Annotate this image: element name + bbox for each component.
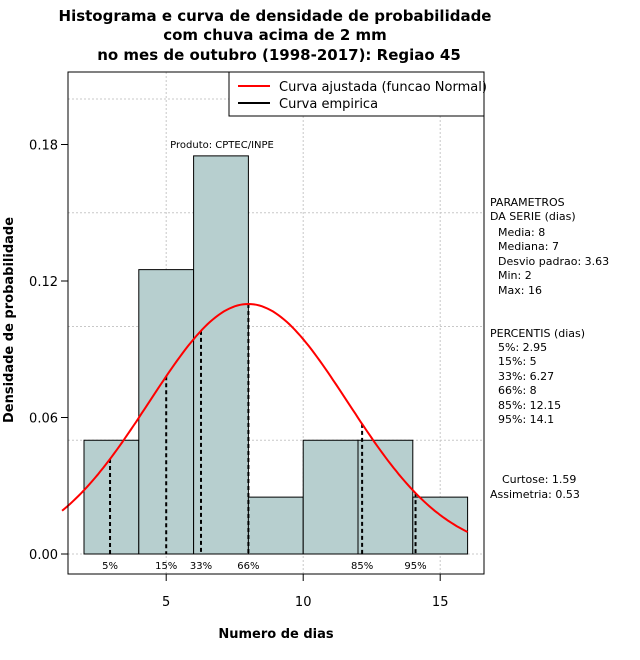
percentile-label: 66% (237, 561, 259, 572)
chart-title-line-3: no mes de outubro (1998-2017): Regiao 45 (97, 46, 461, 64)
percentile-label: 33% (190, 561, 212, 572)
x-tick-label: 10 (295, 595, 312, 610)
histogram-bar (412, 496, 469, 555)
percentile-label: 95% (404, 561, 426, 572)
legend-box (228, 71, 485, 117)
percentil-85: 85%: 12.15 (498, 399, 561, 412)
legend: Curva ajustada (funcao Normal) Curva emp… (228, 71, 487, 117)
side-panel: PARAMETROS DA SERIE (dias) Media: 8 Medi… (490, 196, 609, 501)
percentil-66: 66%: 8 (498, 384, 537, 397)
assimetria-value: Assimetria: 0.53 (490, 488, 580, 501)
percentile-lines: 5% 15% 33% 66% 85% 95% (102, 303, 427, 572)
y-tick-label: 0.18 (29, 139, 58, 154)
normal-curve-line (61, 302, 469, 533)
histogram-bar (357, 439, 414, 555)
legend-label-empirical: Curva empirica (279, 97, 378, 112)
histogram-bar (193, 155, 249, 555)
axis-ticks: 5 10 15 0.00 0.06 0.12 0.18 (29, 139, 448, 611)
param-mediana: Mediana: 7 (498, 240, 559, 253)
param-media: Media: 8 (498, 226, 545, 239)
normal-curve (61, 302, 469, 533)
legend-label-normal: Curva ajustada (funcao Normal) (279, 80, 487, 95)
percentil-33: 33%: 6.27 (498, 370, 554, 383)
histogram-bars (83, 155, 469, 555)
y-axis-title: Densidade de probabilidade (2, 217, 17, 423)
parametros-title-2: DA SERIE (dias) (490, 210, 576, 223)
percentile-label: 5% (102, 561, 118, 572)
percentil-95: 95%: 14.1 (498, 413, 554, 426)
histogram-bar (302, 439, 359, 555)
percentil-15: 15%: 5 (498, 355, 537, 368)
histogram-bar (247, 496, 304, 555)
chart-title-line-1: Histograma e curva de densidade de proba… (59, 7, 492, 25)
x-tick-label: 5 (162, 595, 170, 610)
percentile-label: 15% (155, 561, 177, 572)
param-min: Min: 2 (498, 269, 532, 282)
x-tick-label: 15 (432, 595, 449, 610)
histogram-bar (83, 439, 140, 555)
percentil-5: 5%: 2.95 (498, 341, 547, 354)
x-axis-title: Numero de dias (218, 627, 334, 642)
parametros-title-1: PARAMETROS (490, 196, 565, 209)
curtose-value: Curtose: 1.59 (502, 473, 576, 486)
y-tick-label: 0.06 (29, 412, 58, 427)
y-tick-label: 0.12 (29, 275, 58, 290)
percentile-label: 85% (351, 561, 373, 572)
y-tick-label: 0.00 (29, 548, 58, 563)
param-max: Max: 16 (498, 284, 542, 297)
percentis-title: PERCENTIS (dias) (490, 327, 585, 340)
param-desvio: Desvio padrao: 3.63 (498, 255, 609, 268)
product-annotation: Produto: CPTEC/INPE (170, 140, 274, 151)
chart-title-line-2: com chuva acima de 2 mm (163, 26, 387, 44)
